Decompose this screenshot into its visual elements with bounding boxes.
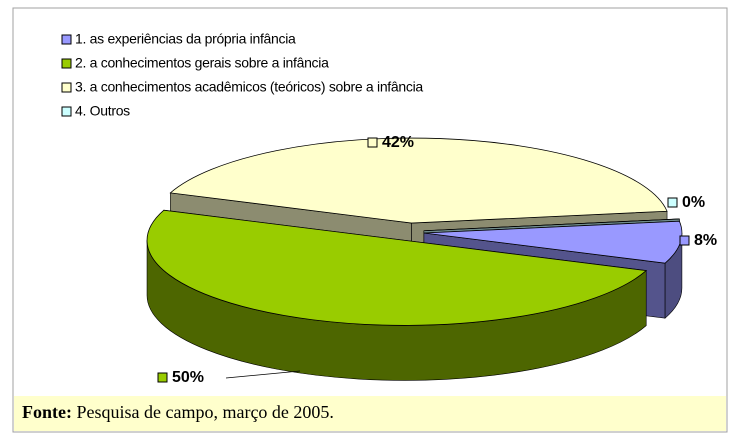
data-label: 42% xyxy=(382,134,414,151)
data-label: 8% xyxy=(694,232,717,249)
leader-line xyxy=(225,370,301,379)
legend-label: 3. a conhecimentos acadêmicos (teóricos)… xyxy=(75,79,423,95)
source-label: Fonte: xyxy=(22,402,72,422)
data-label: 50% xyxy=(172,369,204,386)
legend-swatch xyxy=(61,34,72,45)
legend-label: 4. Outros xyxy=(75,103,130,119)
source-text: Pesquisa de campo, março de 2005. xyxy=(76,402,333,422)
legend-swatch xyxy=(61,106,72,117)
legend-label: 2. a conhecimentos gerais sobre a infânc… xyxy=(75,55,329,71)
label-swatch xyxy=(667,197,678,208)
label-swatch xyxy=(679,235,690,246)
label-swatch xyxy=(157,372,168,383)
label-swatch xyxy=(367,137,378,148)
data-label: 0% xyxy=(682,194,705,211)
source-band xyxy=(14,396,726,431)
legend-swatch xyxy=(61,58,72,69)
legend-swatch xyxy=(61,82,72,93)
slice xyxy=(169,137,668,224)
source: Fonte: Pesquisa de campo, março de 2005. xyxy=(22,402,334,422)
slice xyxy=(146,209,648,326)
legend-label: 1. as experiências da própria infância xyxy=(75,31,296,47)
